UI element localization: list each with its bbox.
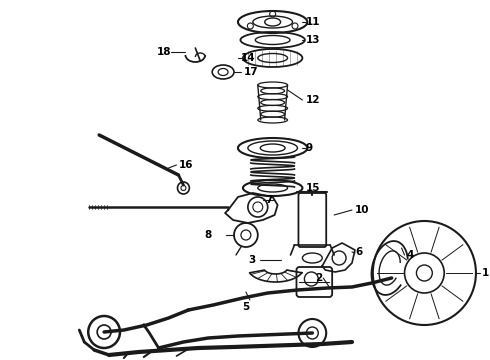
Text: 17: 17	[244, 67, 259, 77]
Text: 2: 2	[315, 273, 322, 283]
Text: 12: 12	[305, 95, 320, 105]
Text: 10: 10	[355, 205, 369, 215]
Text: 4: 4	[407, 250, 414, 260]
Text: 8: 8	[204, 230, 211, 240]
Text: 16: 16	[178, 160, 193, 170]
Text: 5: 5	[242, 302, 249, 312]
Text: 3: 3	[248, 255, 256, 265]
Text: 7: 7	[266, 195, 273, 205]
Text: 6: 6	[355, 247, 362, 257]
Text: 13: 13	[305, 35, 320, 45]
Text: 18: 18	[157, 47, 171, 57]
Text: 14: 14	[241, 53, 256, 63]
Text: 11: 11	[305, 17, 320, 27]
Text: 1: 1	[482, 268, 489, 278]
Text: 9: 9	[305, 143, 313, 153]
Text: 15: 15	[305, 183, 320, 193]
